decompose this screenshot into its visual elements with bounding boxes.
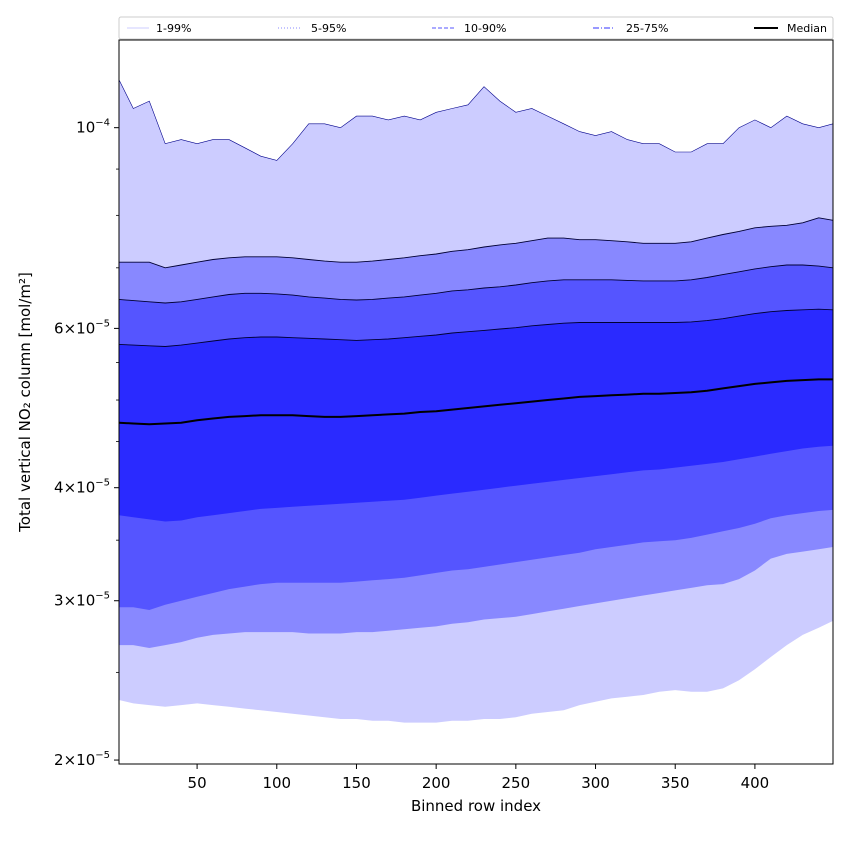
- x-axis: 50 100 150 200 250 300 350 400: [188, 764, 770, 792]
- legend-label-25-75: 25-75%: [626, 22, 668, 35]
- percentile-bands: [119, 79, 833, 723]
- x-tick-label: 200: [422, 774, 451, 792]
- y-axis-title: Total vertical NO₂ column [mol/m²]: [16, 272, 34, 533]
- band-25-75: [119, 309, 833, 522]
- band-upper-edge-10-90: [118, 264, 834, 304]
- y-tick-label: 10−4: [76, 118, 110, 137]
- x-tick-label: 150: [342, 774, 371, 792]
- legend-entry-5-95: 5-95%: [278, 22, 346, 35]
- x-tick-label: 300: [581, 774, 610, 792]
- y-tick-label: 6×10−5: [54, 318, 110, 337]
- x-tick-label: 350: [661, 774, 690, 792]
- x-tick-label: 50: [188, 774, 207, 792]
- legend-label-5-95: 5-95%: [311, 22, 346, 35]
- x-axis-title: Binned row index: [411, 797, 541, 815]
- legend-box: [118, 16, 834, 40]
- legend-entry-median: Median: [754, 22, 827, 35]
- band-upper-edge-1-99: [118, 79, 834, 161]
- y-axis: 2×10−5 3×10−5 4×10−5 6×10−5 10−4: [54, 118, 119, 769]
- x-tick-label: 250: [502, 774, 531, 792]
- legend-entry-25-75: 25-75%: [593, 22, 668, 35]
- legend-label-median: Median: [787, 22, 827, 35]
- plot-frame: [118, 39, 834, 765]
- legend-entry-10-90: 10-90%: [432, 22, 506, 35]
- x-tick-label: 100: [262, 774, 291, 792]
- median-line: [118, 378, 833, 426]
- percentile-band-edges: [118, 79, 834, 347]
- y-tick-label: 4×10−5: [54, 478, 110, 497]
- band-upper-edge-25-75: [118, 308, 834, 347]
- legend: 1-99% 5-95% 10-90% 25-75% Median: [118, 16, 834, 40]
- y-tick-label: 3×10−5: [54, 591, 110, 610]
- legend-label-1-99: 1-99%: [156, 22, 191, 35]
- band-upper-edge-5-95: [119, 217, 834, 269]
- y-tick-label: 2×10−5: [54, 750, 110, 769]
- legend-label-10-90: 10-90%: [464, 22, 506, 35]
- x-tick-label: 400: [741, 774, 770, 792]
- legend-entry-1-99: 1-99%: [127, 22, 191, 35]
